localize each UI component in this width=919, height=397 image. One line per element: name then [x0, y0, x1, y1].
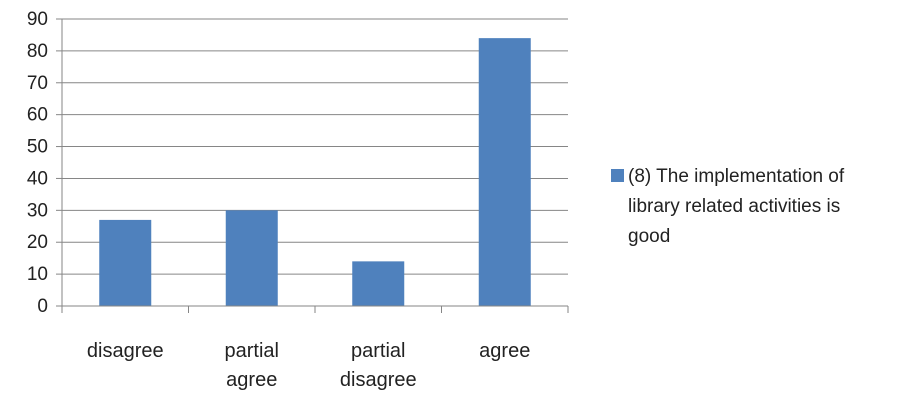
y-tick-label: 20: [27, 232, 48, 253]
x-tick-label: agree: [479, 340, 530, 362]
bar: [478, 38, 531, 307]
x-tick-label: agree: [226, 369, 277, 391]
y-tick-label: 70: [27, 73, 48, 94]
y-tick-label: 10: [27, 264, 48, 285]
bar: [225, 210, 278, 306]
bar: [99, 219, 152, 306]
y-tick-label: 30: [27, 200, 48, 221]
legend-swatch: [611, 169, 624, 182]
y-tick-label: 90: [27, 9, 48, 30]
x-tick-label: partial: [225, 340, 279, 362]
legend-label: good: [628, 226, 670, 247]
y-tick-label: 60: [27, 105, 48, 126]
legend-label: library related activities is: [628, 196, 840, 217]
x-tick-label: partial: [351, 340, 405, 362]
x-tick-label: disagree: [87, 340, 164, 362]
y-tick-label: 40: [27, 168, 48, 189]
legend-label: (8) The implementation of: [628, 166, 845, 187]
y-tick-label: 80: [27, 41, 48, 62]
x-tick-label: disagree: [340, 369, 417, 391]
bars: [99, 38, 531, 307]
bar: [352, 261, 405, 306]
y-tick-label: 50: [27, 137, 48, 158]
x-axis-tick-labels: disagree partial agree partial disagree agree: [87, 340, 530, 391]
axes: [56, 18, 569, 313]
y-axis-tick-labels: 0 10 20 30 40 50 60 70 80 90: [27, 9, 48, 317]
y-tick-label: 0: [37, 296, 48, 317]
legend: (8) The implementation of library related…: [611, 166, 845, 247]
